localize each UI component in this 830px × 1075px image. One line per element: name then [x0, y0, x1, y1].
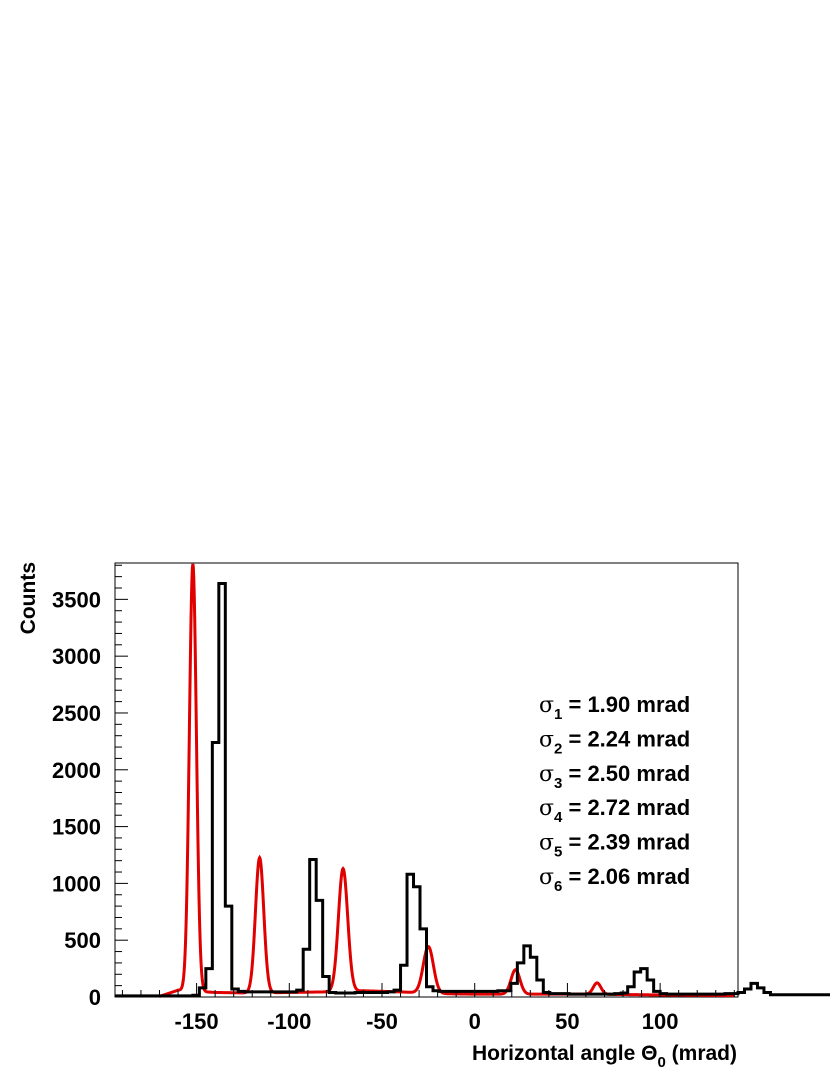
plot-frame: [114, 562, 739, 998]
y-tick-label: 500: [64, 928, 101, 953]
y-tick-label: 3500: [52, 587, 101, 612]
y-tick-label: 0: [89, 985, 101, 1010]
x-tick-label: -150: [175, 1009, 219, 1034]
sigma-symbol: σ: [539, 727, 554, 752]
sigma-subscript: 3: [554, 775, 562, 792]
histogram-series: [115, 581, 830, 998]
tick-labels-layer: -150 -100 -50 0 50 10005001000150020002500300…: [52, 587, 678, 1034]
sigma-value: = 2.06 mrad: [562, 864, 690, 889]
sigma-value: = 2.39 mrad: [562, 830, 690, 855]
sigma-value: = 2.72 mrad: [562, 795, 690, 820]
x-tick-label: -50: [366, 1009, 398, 1034]
histogram-layer: [115, 581, 830, 998]
x-axis-title-main: Horizontal angle Θ: [472, 1042, 658, 1065]
x-axis-title: Horizontal angle Θ0 (mrad): [472, 1042, 737, 1071]
x-axis-title-unit-text: (mrad): [672, 1042, 737, 1065]
sigma-symbol: σ: [539, 693, 554, 718]
y-tick-label: 1500: [52, 815, 101, 840]
plot-frame-layer: [114, 562, 739, 998]
sigma-subscript: 5: [554, 844, 562, 861]
sigma-subscript: 1: [554, 706, 562, 723]
sigma-subscript: 2: [554, 740, 562, 757]
sigma-symbol: σ: [539, 865, 554, 890]
x-tick-label: 0: [469, 1009, 481, 1034]
sigma-annotation: σ5 = 2.39 mrad: [539, 830, 690, 861]
sigma-value: = 2.24 mrad: [562, 726, 690, 751]
sigma-subscript: 4: [554, 809, 563, 826]
x-tick-label: -100: [267, 1009, 311, 1034]
axis-ticks-layer: [115, 564, 735, 998]
sigma-symbol: σ: [539, 831, 554, 856]
sigma-subscript: 6: [554, 878, 562, 895]
sigma-symbol: σ: [539, 796, 554, 821]
x-tick-label: 100: [642, 1009, 679, 1034]
sigma-annotation: σ4 = 2.72 mrad: [539, 795, 690, 826]
fit-curve-layer: [159, 563, 735, 998]
y-tick-label: 3000: [52, 644, 101, 669]
sigma-annotation: σ6 = 2.06 mrad: [539, 864, 690, 895]
sigma-annotation: σ3 = 2.50 mrad: [539, 761, 690, 792]
fit-curve: [159, 563, 735, 998]
x-axis-title-unit: (mrad): [666, 1042, 737, 1065]
sigma-value: = 2.50 mrad: [562, 761, 690, 786]
sigma-annotation: σ2 = 2.24 mrad: [539, 726, 690, 757]
sigma-annotation: σ1 = 1.90 mrad: [539, 692, 690, 723]
x-axis-title-subscript: 0: [657, 1054, 665, 1071]
y-tick-label: 1000: [52, 871, 101, 896]
y-axis-title: Counts: [17, 562, 40, 634]
sigma-value: = 1.90 mrad: [562, 692, 690, 717]
x-tick-label: 50: [555, 1009, 579, 1034]
y-tick-label: 2000: [52, 758, 101, 783]
y-tick-label: 2500: [52, 701, 101, 726]
sigma-symbol: σ: [539, 762, 554, 787]
